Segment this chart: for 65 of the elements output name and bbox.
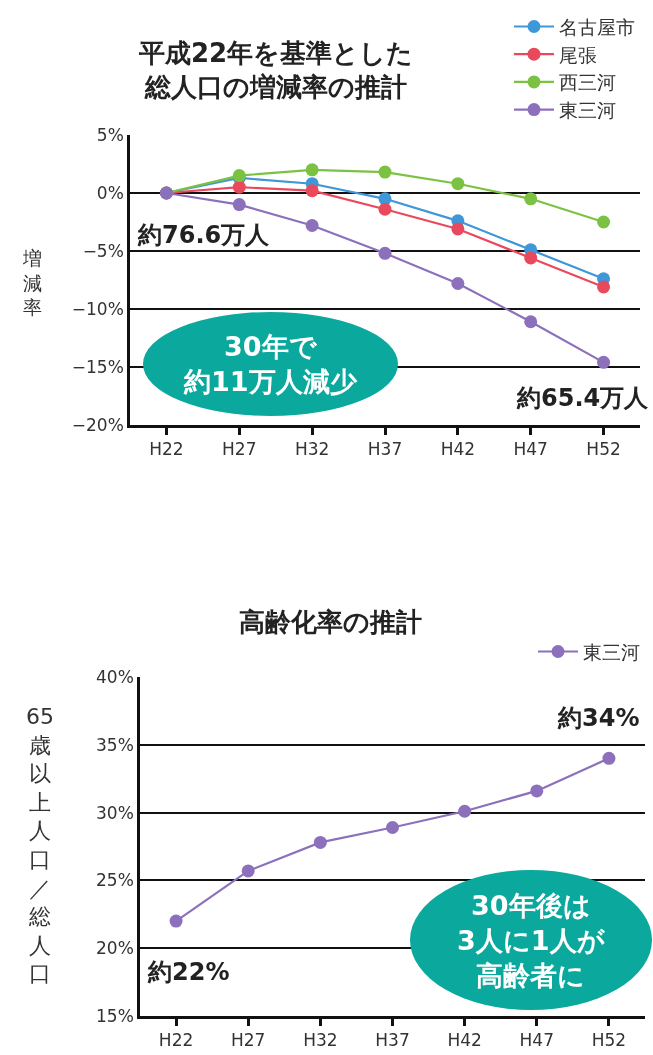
y-tick-label: −10% <box>71 298 124 319</box>
point <box>305 218 319 232</box>
point <box>232 198 246 212</box>
y-tick-label: 5% <box>96 124 124 145</box>
point <box>524 315 538 329</box>
point <box>305 163 319 177</box>
x-tick-label: H32 <box>303 1030 338 1051</box>
y-tick-label: 15% <box>96 1005 134 1026</box>
y-tick-label: −20% <box>71 414 124 435</box>
y-axis-title: 増減率 <box>22 247 42 319</box>
point <box>451 222 465 236</box>
x-tick-label: H22 <box>149 439 184 460</box>
point <box>597 280 611 294</box>
annotation: 30年後は3人に1人が高齢者に <box>457 890 606 992</box>
point <box>386 821 399 835</box>
y-tick-label: 20% <box>96 938 134 959</box>
legend-label: 東三河 <box>583 640 640 663</box>
y-tick-label: −5% <box>82 240 124 261</box>
point <box>232 180 246 194</box>
point <box>602 751 616 765</box>
point <box>597 355 611 369</box>
x-tick-label: H42 <box>440 439 476 460</box>
x-tick-label: H42 <box>447 1030 482 1051</box>
point <box>378 246 392 260</box>
x-tick-label: H37 <box>367 439 403 460</box>
y-tick-label: 40% <box>96 666 134 687</box>
chart-title: 平成22年を基準とした総人口の増減率の推計 <box>138 38 414 102</box>
point <box>241 864 255 878</box>
point <box>451 276 465 290</box>
point <box>313 835 327 849</box>
annotation: 約34% <box>557 704 640 732</box>
annotation: 30年で約11万人減少 <box>183 331 358 398</box>
legend-label: 西三河 <box>559 71 616 94</box>
y-tick-label: 35% <box>96 734 134 755</box>
legend-label: 尾張 <box>559 43 597 66</box>
text: 65歳以上人口／総人口 <box>26 704 54 987</box>
x-tick-label: H22 <box>158 1030 194 1051</box>
x-tick-label: H47 <box>513 439 548 460</box>
annotation: 約22% <box>147 958 230 986</box>
point <box>530 784 544 798</box>
point <box>378 202 392 216</box>
annotation: 約65.4万人 <box>516 384 650 412</box>
point <box>305 184 319 198</box>
point <box>524 192 538 206</box>
y-tick-label: 30% <box>96 802 134 823</box>
annotation: 約76.6万人 <box>137 221 271 249</box>
x-tick-label: H52 <box>586 439 621 460</box>
point <box>597 215 611 229</box>
x-tick-label: H32 <box>294 439 330 460</box>
chart-title: 高齢化率の推計 <box>239 607 422 637</box>
x-tick-label: H47 <box>519 1030 554 1051</box>
point <box>458 804 472 818</box>
x-tick-label: H37 <box>375 1030 410 1051</box>
point <box>451 177 465 191</box>
legend-label: 名古屋市 <box>559 15 635 38</box>
point <box>169 914 183 928</box>
point <box>378 165 392 179</box>
x-tick-label: H27 <box>231 1030 266 1051</box>
y-tick-label: −15% <box>71 356 124 377</box>
y-tick-label: 0% <box>96 182 124 203</box>
x-tick-label: H52 <box>591 1030 627 1051</box>
point <box>524 251 538 265</box>
x-tick-label: H27 <box>222 439 257 460</box>
legend-label: 東三河 <box>559 99 616 122</box>
y-tick-label: 25% <box>96 870 134 891</box>
